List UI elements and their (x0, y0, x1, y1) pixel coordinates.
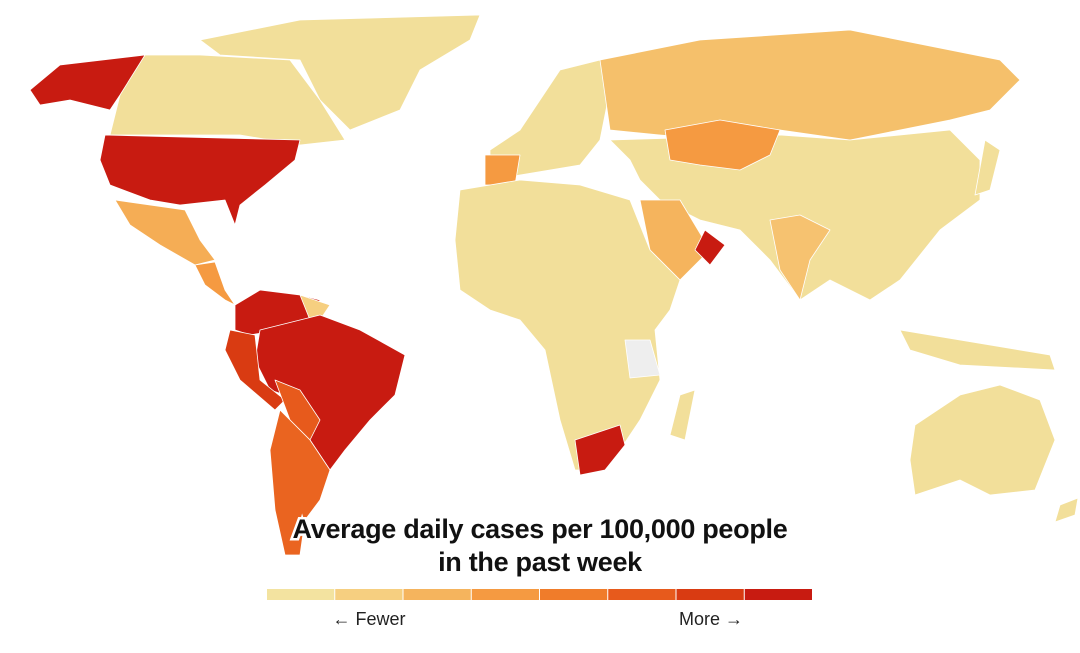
africa (454, 179, 681, 471)
countries (29, 14, 1079, 556)
asia (609, 129, 981, 301)
peru (224, 329, 286, 411)
legend-swatch (335, 589, 403, 600)
bolivia-paraguay (274, 379, 321, 441)
south-africa (574, 424, 626, 476)
argentina-chile (269, 409, 331, 556)
legend-high-label: More → (679, 609, 743, 629)
usa (99, 134, 301, 226)
canada (109, 54, 346, 146)
southeast-asia-islands (899, 329, 1056, 371)
mexico (114, 199, 216, 266)
legend-swatch (540, 589, 608, 600)
legend-swatch (608, 589, 676, 600)
legend-low-label: ← Fewer (332, 609, 405, 629)
australia (909, 384, 1056, 496)
india (769, 214, 831, 301)
greenland (199, 14, 481, 131)
legend-swatch (744, 589, 812, 600)
legend-swatch (403, 589, 471, 600)
oman (694, 229, 726, 266)
new-zealand (1054, 497, 1079, 523)
legend-title: Average daily cases per 100,000 people (293, 514, 788, 544)
alaska (29, 54, 146, 111)
legend-swatch (471, 589, 539, 600)
legend-swatch (676, 589, 744, 600)
legend-scale (267, 589, 812, 600)
russia (599, 29, 1021, 141)
central-america (194, 261, 236, 306)
madagascar (669, 389, 696, 441)
legend-title: in the past week (438, 547, 643, 577)
arabia (639, 199, 711, 281)
japan (974, 139, 1001, 196)
kazakhstan (664, 119, 781, 171)
tanzania (624, 339, 661, 379)
legend-swatch (267, 589, 335, 600)
